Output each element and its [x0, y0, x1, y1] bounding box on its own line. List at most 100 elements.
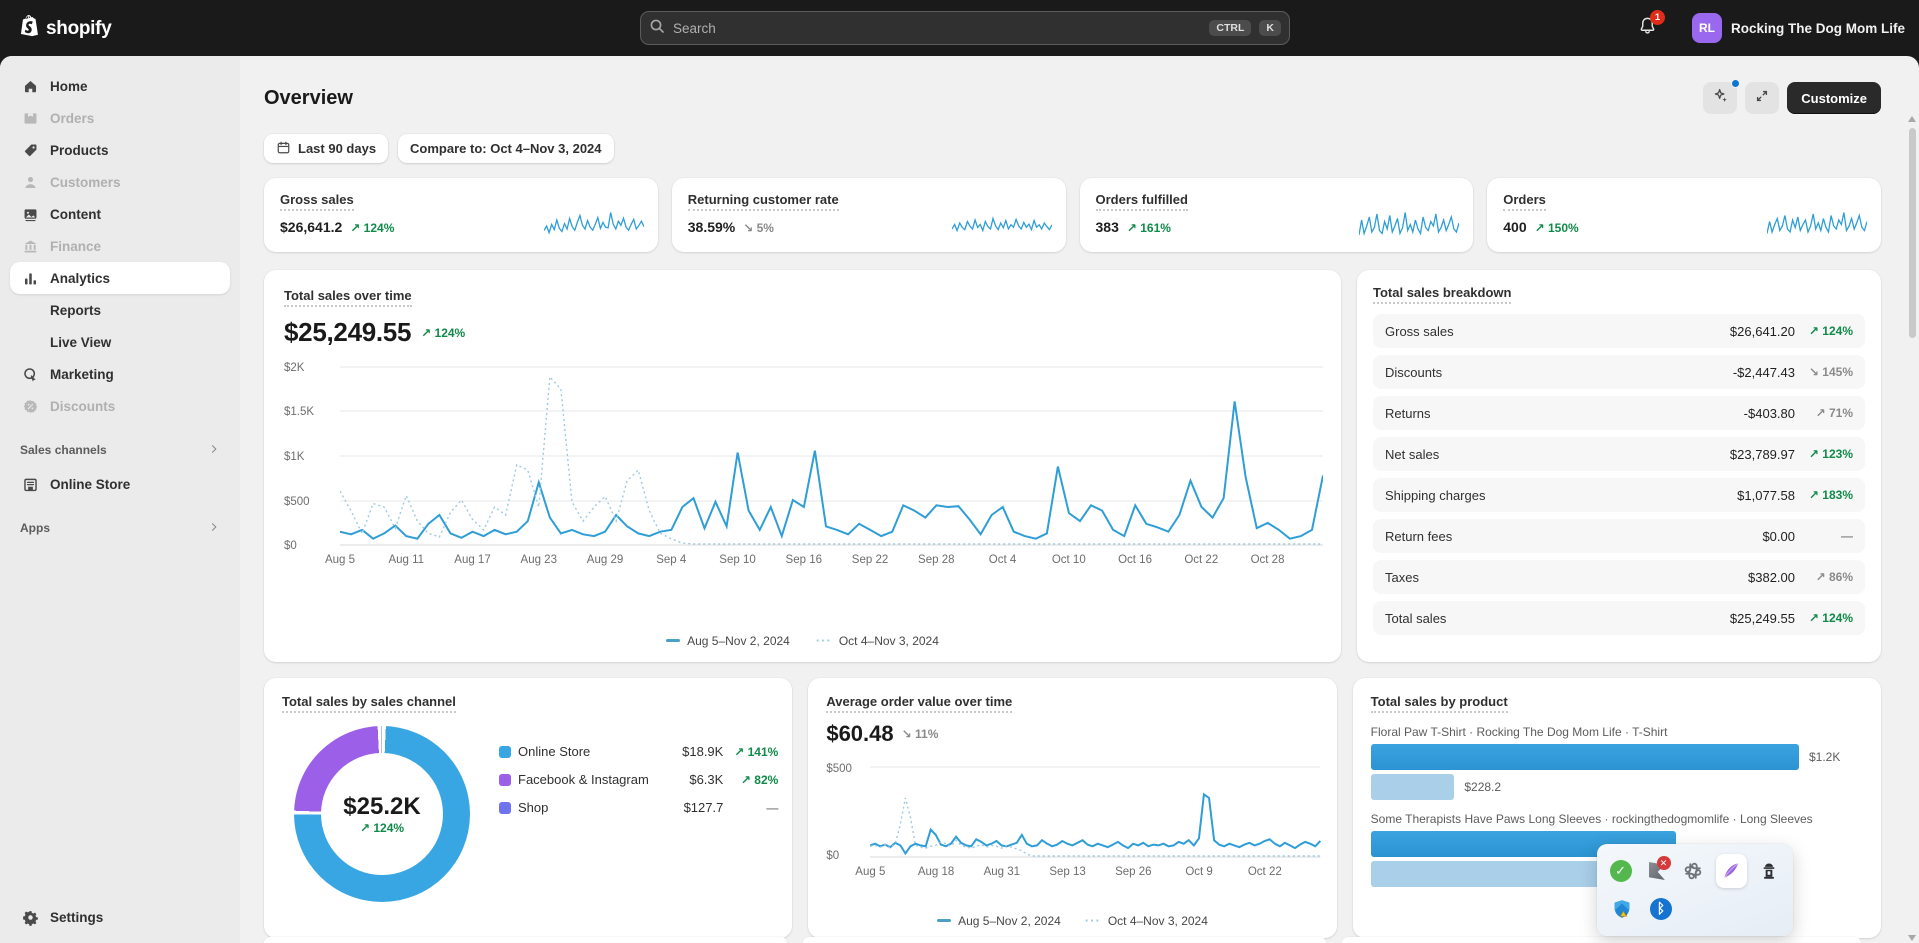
chart-title[interactable]: Total sales over time: [284, 288, 412, 307]
product-bar-previous-0[interactable]: [1371, 774, 1455, 800]
chevron-right-icon: [208, 521, 220, 536]
sidebar-item-label: Content: [50, 207, 101, 222]
breakdown-row[interactable]: Return fees $0.00 —: [1373, 519, 1865, 553]
sidebar-item-label: Analytics: [50, 271, 110, 286]
average-order-value-card: Average order value over time $60.48 ↘ 1…: [808, 678, 1336, 938]
sparkle-icon: [1712, 87, 1729, 109]
fullscreen-button[interactable]: [1745, 82, 1779, 114]
date-range-picker[interactable]: Last 90 days: [264, 134, 388, 163]
channel-swatch-1: [499, 774, 511, 786]
aov-title[interactable]: Average order value over time: [826, 694, 1012, 713]
metric-card-returning-customer-rate[interactable]: Returning customer rate 38.59% ↘ 5%: [672, 178, 1066, 252]
sidebar-item-label: Products: [50, 143, 109, 158]
discount-icon: [20, 396, 40, 416]
sidebar-item-products[interactable]: Products: [10, 134, 230, 166]
breakdown-title[interactable]: Total sales breakdown: [1373, 285, 1511, 304]
metric-delta: ↗ 161%: [1127, 221, 1171, 235]
target-icon: [20, 364, 40, 384]
sidebar-item-customers[interactable]: Customers: [10, 166, 230, 198]
apps-section[interactable]: Apps: [10, 516, 230, 540]
sidebar-item-orders[interactable]: Orders: [10, 102, 230, 134]
search-bar[interactable]: CTRL K: [640, 11, 1290, 45]
sidebar-item-content[interactable]: Content: [10, 198, 230, 230]
y-tick: $500: [284, 496, 310, 508]
breakdown-row[interactable]: Net sales $23,789.97 ↗ 123%: [1373, 437, 1865, 471]
channel-legend-row[interactable]: Online Store $18.9K ↗ 141%: [499, 744, 778, 759]
sidebar-item-reports[interactable]: Reports: [10, 294, 230, 326]
vertical-scrollbar[interactable]: [1907, 116, 1917, 941]
feather-icon[interactable]: [1716, 854, 1747, 888]
y-tick: $0: [284, 540, 297, 552]
x-tick: Aug 5: [855, 866, 885, 878]
channel-swatch-0: [499, 746, 511, 758]
sidebar-item-online-store[interactable]: Online Store: [10, 468, 230, 500]
breakdown-row[interactable]: Total sales $25,249.55 ↗ 124%: [1373, 601, 1865, 635]
metric-card-gross-sales[interactable]: Gross sales $26,641.2 ↗ 124%: [264, 178, 658, 252]
x-tick: Oct 28: [1251, 554, 1285, 566]
sidebar-item-marketing[interactable]: Marketing: [10, 358, 230, 390]
sidebar-item-finance[interactable]: Finance: [10, 230, 230, 262]
search-icon: [649, 18, 665, 39]
donut-center-value: $25.2K: [343, 793, 420, 821]
channel-legend-row[interactable]: Facebook & Instagram $6.3K ↗ 82%: [499, 772, 778, 787]
bar-chart-icon: [20, 268, 40, 288]
x-tick: Sep 10: [719, 554, 755, 566]
knot-icon[interactable]: [1680, 856, 1707, 886]
channel-chart-title[interactable]: Total sales by sales channel: [282, 694, 456, 713]
hydrant-icon[interactable]: [1756, 856, 1783, 886]
svg-text:!: !: [1626, 913, 1627, 917]
breakdown-row[interactable]: Gross sales $26,641.20 ↗ 124%: [1373, 314, 1865, 348]
scroll-down-arrow[interactable]: [1908, 935, 1916, 941]
flag-error-icon[interactable]: ✕: [1643, 856, 1670, 886]
sidebar-item-label: Orders: [50, 111, 94, 126]
sidebar-item-home[interactable]: Home: [10, 70, 230, 102]
sidebar-item-discounts[interactable]: Discounts: [10, 390, 230, 422]
avatar: RL: [1692, 13, 1722, 43]
kbd-k: K: [1259, 20, 1281, 37]
insights-button[interactable]: [1703, 82, 1737, 114]
scroll-up-arrow[interactable]: [1908, 116, 1916, 122]
x-tick: Oct 22: [1184, 554, 1218, 566]
x-tick: Sep 13: [1049, 866, 1085, 878]
shopify-logo[interactable]: shopify: [18, 14, 111, 43]
sidebar-item-label: Settings: [50, 910, 103, 925]
breakdown-row[interactable]: Discounts -$2,447.43 ↘ 145%: [1373, 355, 1865, 389]
sidebar-item-settings[interactable]: Settings: [10, 901, 230, 933]
customize-button[interactable]: Customize: [1787, 82, 1881, 114]
metric-value: 38.59%: [688, 219, 735, 235]
scrollbar-thumb[interactable]: [1909, 128, 1916, 338]
sales-channels-section[interactable]: Sales channels: [10, 438, 230, 462]
home-icon: [20, 76, 40, 96]
x-tick: Sep 16: [786, 554, 822, 566]
metric-card-orders-fulfilled[interactable]: Orders fulfilled 383 ↗ 161%: [1080, 178, 1474, 252]
x-tick: Sep 22: [852, 554, 888, 566]
check-icon[interactable]: ✓: [1607, 856, 1634, 886]
breakdown-row[interactable]: Taxes $382.00 ↗ 86%: [1373, 560, 1865, 594]
y-tick: $500: [826, 763, 852, 775]
aov-line-chart: $500 $0 Aug 5 Aug 18 Aug 31 Sep 13: [826, 766, 1320, 916]
sidebar-item-label: Reports: [50, 303, 101, 318]
next-row-card-peek: [264, 937, 787, 943]
channel-legend-row[interactable]: Shop $127.7 —: [499, 800, 778, 815]
sidebar-item-analytics[interactable]: Analytics: [10, 262, 230, 294]
compare-picker[interactable]: Compare to: Oct 4–Nov 3, 2024: [398, 134, 613, 163]
sidebar-item-live-view[interactable]: Live View: [10, 326, 230, 358]
product-chart-title[interactable]: Total sales by product: [1371, 694, 1508, 713]
account-menu[interactable]: RL Rocking The Dog Mom Life: [1692, 11, 1905, 45]
dotted-line-swatch: ···: [816, 633, 832, 648]
search-input[interactable]: [673, 21, 1201, 36]
sparkline-chart: [544, 206, 644, 240]
defender-shield-icon[interactable]: !: [1607, 894, 1637, 924]
aov-delta: ↘ 11%: [902, 727, 939, 741]
product-bar-current-0[interactable]: [1371, 744, 1799, 770]
notifications-button[interactable]: 1: [1630, 12, 1664, 44]
x-tick: Aug 29: [587, 554, 623, 566]
system-tray-flyout: ✓ ✕ ! ᛒ: [1597, 844, 1793, 936]
breakdown-row[interactable]: Returns -$403.80 ↗ 71%: [1373, 396, 1865, 430]
bluetooth-icon[interactable]: ᛒ: [1646, 894, 1676, 924]
sales-by-channel-card: Total sales by sales channel $25.2K ↗ 12…: [264, 678, 792, 938]
breakdown-row[interactable]: Shipping charges $1,077.58 ↗ 183%: [1373, 478, 1865, 512]
orders-icon: [20, 108, 40, 128]
metric-card-orders[interactable]: Orders 400 ↗ 150%: [1487, 178, 1881, 252]
account-name: Rocking The Dog Mom Life: [1731, 21, 1905, 36]
